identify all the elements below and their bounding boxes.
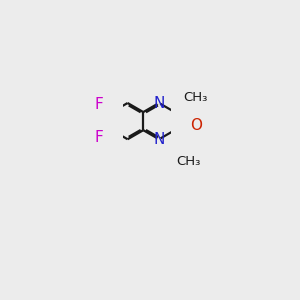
Text: N: N [153,95,165,110]
Circle shape [98,137,100,139]
Circle shape [195,124,198,126]
Text: N: N [153,132,165,147]
Text: F: F [94,130,103,146]
Circle shape [98,103,100,106]
Text: CH₃: CH₃ [183,92,208,104]
Circle shape [158,102,160,104]
Text: CH₃: CH₃ [177,155,201,168]
Text: O: O [190,118,202,133]
Circle shape [158,138,160,140]
Text: F: F [94,97,103,112]
